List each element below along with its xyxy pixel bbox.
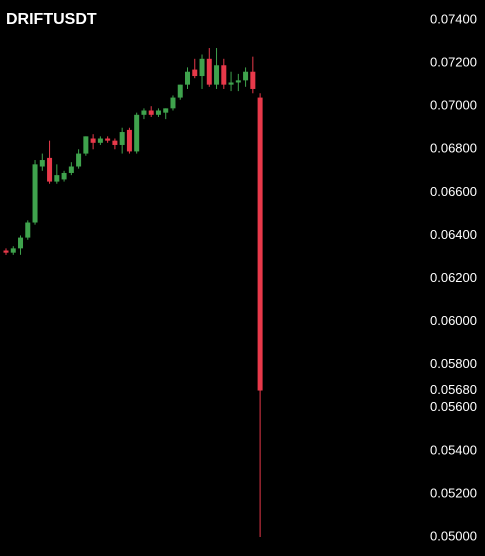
candle-body (61, 172, 67, 180)
candle-body (199, 58, 205, 77)
candle-body (228, 82, 234, 85)
candle-body (155, 110, 161, 115)
candle-body (90, 138, 96, 143)
candle-body (250, 71, 256, 89)
candle-body (54, 175, 60, 182)
candle-body (141, 110, 147, 115)
candle-body (32, 164, 38, 223)
candle-body (47, 157, 53, 182)
candle-body (206, 58, 212, 85)
y-tick-label: 0.07000 (430, 98, 477, 113)
candle-body (134, 114, 140, 152)
candle-body (257, 97, 263, 391)
y-tick-label: 0.06200 (430, 270, 477, 285)
candle-body (170, 97, 176, 109)
candle-body (177, 84, 183, 98)
candle-body (214, 65, 220, 85)
candle-body (235, 80, 241, 83)
candle-body (83, 136, 89, 154)
last-price-label: 0.05680 (430, 382, 477, 397)
candle-body (112, 140, 118, 145)
y-tick-label: 0.05600 (430, 399, 477, 414)
candle-body (163, 108, 169, 113)
chart-title: DRIFTUSDT (6, 11, 97, 28)
candle-body (97, 138, 103, 143)
candle-body (185, 71, 190, 85)
candle-body (68, 166, 74, 173)
y-tick-label: 0.06600 (430, 184, 477, 199)
candle-body (18, 237, 24, 249)
candle-body (10, 248, 16, 253)
candle-body (39, 160, 45, 167)
y-tick-label: 0.06000 (430, 313, 477, 328)
y-tick-label: 0.06400 (430, 227, 477, 242)
candle-body (76, 153, 82, 167)
candle-body (126, 129, 132, 152)
y-tick-label: 0.06800 (430, 141, 477, 156)
y-tick-label: 0.05800 (430, 356, 477, 371)
candle-body (25, 222, 31, 238)
y-tick-label: 0.05000 (430, 528, 477, 543)
y-tick-label: 0.05200 (430, 485, 477, 500)
candle-body (3, 250, 9, 253)
candle-body (105, 138, 111, 141)
candle-body (243, 71, 249, 81)
y-tick-label: 0.07400 (430, 11, 477, 26)
y-tick-label: 0.07200 (430, 55, 477, 70)
y-tick-label: 0.05400 (430, 442, 477, 457)
candle-body (221, 65, 227, 85)
candle-body (148, 110, 154, 115)
candle-body (192, 69, 198, 77)
candle-body (119, 132, 125, 145)
